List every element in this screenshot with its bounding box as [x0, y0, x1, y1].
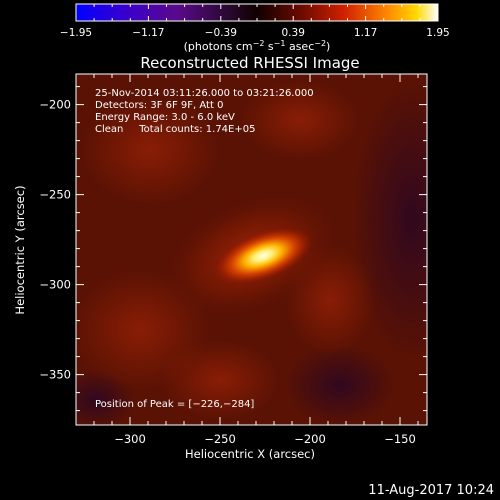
- y-tick-label: −200: [39, 98, 71, 112]
- colorbar-tick-label: 0.39: [282, 27, 305, 39]
- x-tick-label: −200: [294, 432, 326, 446]
- y-tick-label: −350: [39, 368, 71, 382]
- annotation-energy-range: Energy Range: 3.0 - 6.0 keV: [95, 112, 235, 123]
- annotation-time-range: 25-Nov-2014 03:11:26.000 to 03:21:26.000: [95, 88, 314, 99]
- colorbar-ticks: −1.95 −1.17 −0.39 0.39 1.17 1.95: [60, 4, 450, 39]
- y-axis-label: Heliocentric Y (arcsec): [13, 185, 27, 314]
- emission-blob: [80, 95, 220, 205]
- y-tick-label: −300: [39, 278, 71, 292]
- emission-blob: [160, 340, 280, 420]
- colorbar-tick-label: −1.17: [132, 27, 164, 39]
- annotation-peak-position: Position of Peak = [−226,−284]: [95, 399, 254, 410]
- colorbar-tick-label: −1.95: [60, 27, 92, 39]
- annotation-detectors: Detectors: 3F 6F 9F, Att 0: [95, 100, 223, 111]
- image-field: [76, 74, 427, 425]
- x-tick-label: −250: [204, 432, 236, 446]
- dark-region: [285, 345, 395, 425]
- annotations: 25-Nov-2014 03:11:26.000 to 03:21:26.000…: [95, 88, 314, 410]
- x-tick-label: −300: [114, 432, 146, 446]
- colorbar-tick-label: 1.17: [354, 27, 377, 39]
- colorbar-tick-label: 1.95: [426, 27, 449, 39]
- x-axis-label: Heliocentric X (arcsec): [185, 447, 315, 461]
- flare-source: [213, 227, 313, 285]
- annotation-clean-counts: Clean Total counts: 1.74E+05: [95, 124, 255, 135]
- emission-blob: [240, 80, 360, 160]
- colorbar-tick-label: −0.39: [205, 27, 237, 39]
- x-tick-label: −150: [384, 432, 416, 446]
- plot-frame: [75, 73, 428, 426]
- colorbar-units: (photons cm−2 s−1 asec−2): [184, 39, 331, 53]
- y-tick-label: −250: [39, 188, 71, 202]
- axis-ticks: −300 −250 −200 −150 −200 −250 −300 −350: [39, 74, 427, 446]
- colorbar: −1.95 −1.17 −0.39 0.39 1.17 1.95 (photons cm−…: [60, 3, 450, 53]
- timestamp: 11-Aug-2017 10:24: [368, 483, 494, 498]
- chart-title: Reconstructed RHESSI Image: [140, 54, 359, 72]
